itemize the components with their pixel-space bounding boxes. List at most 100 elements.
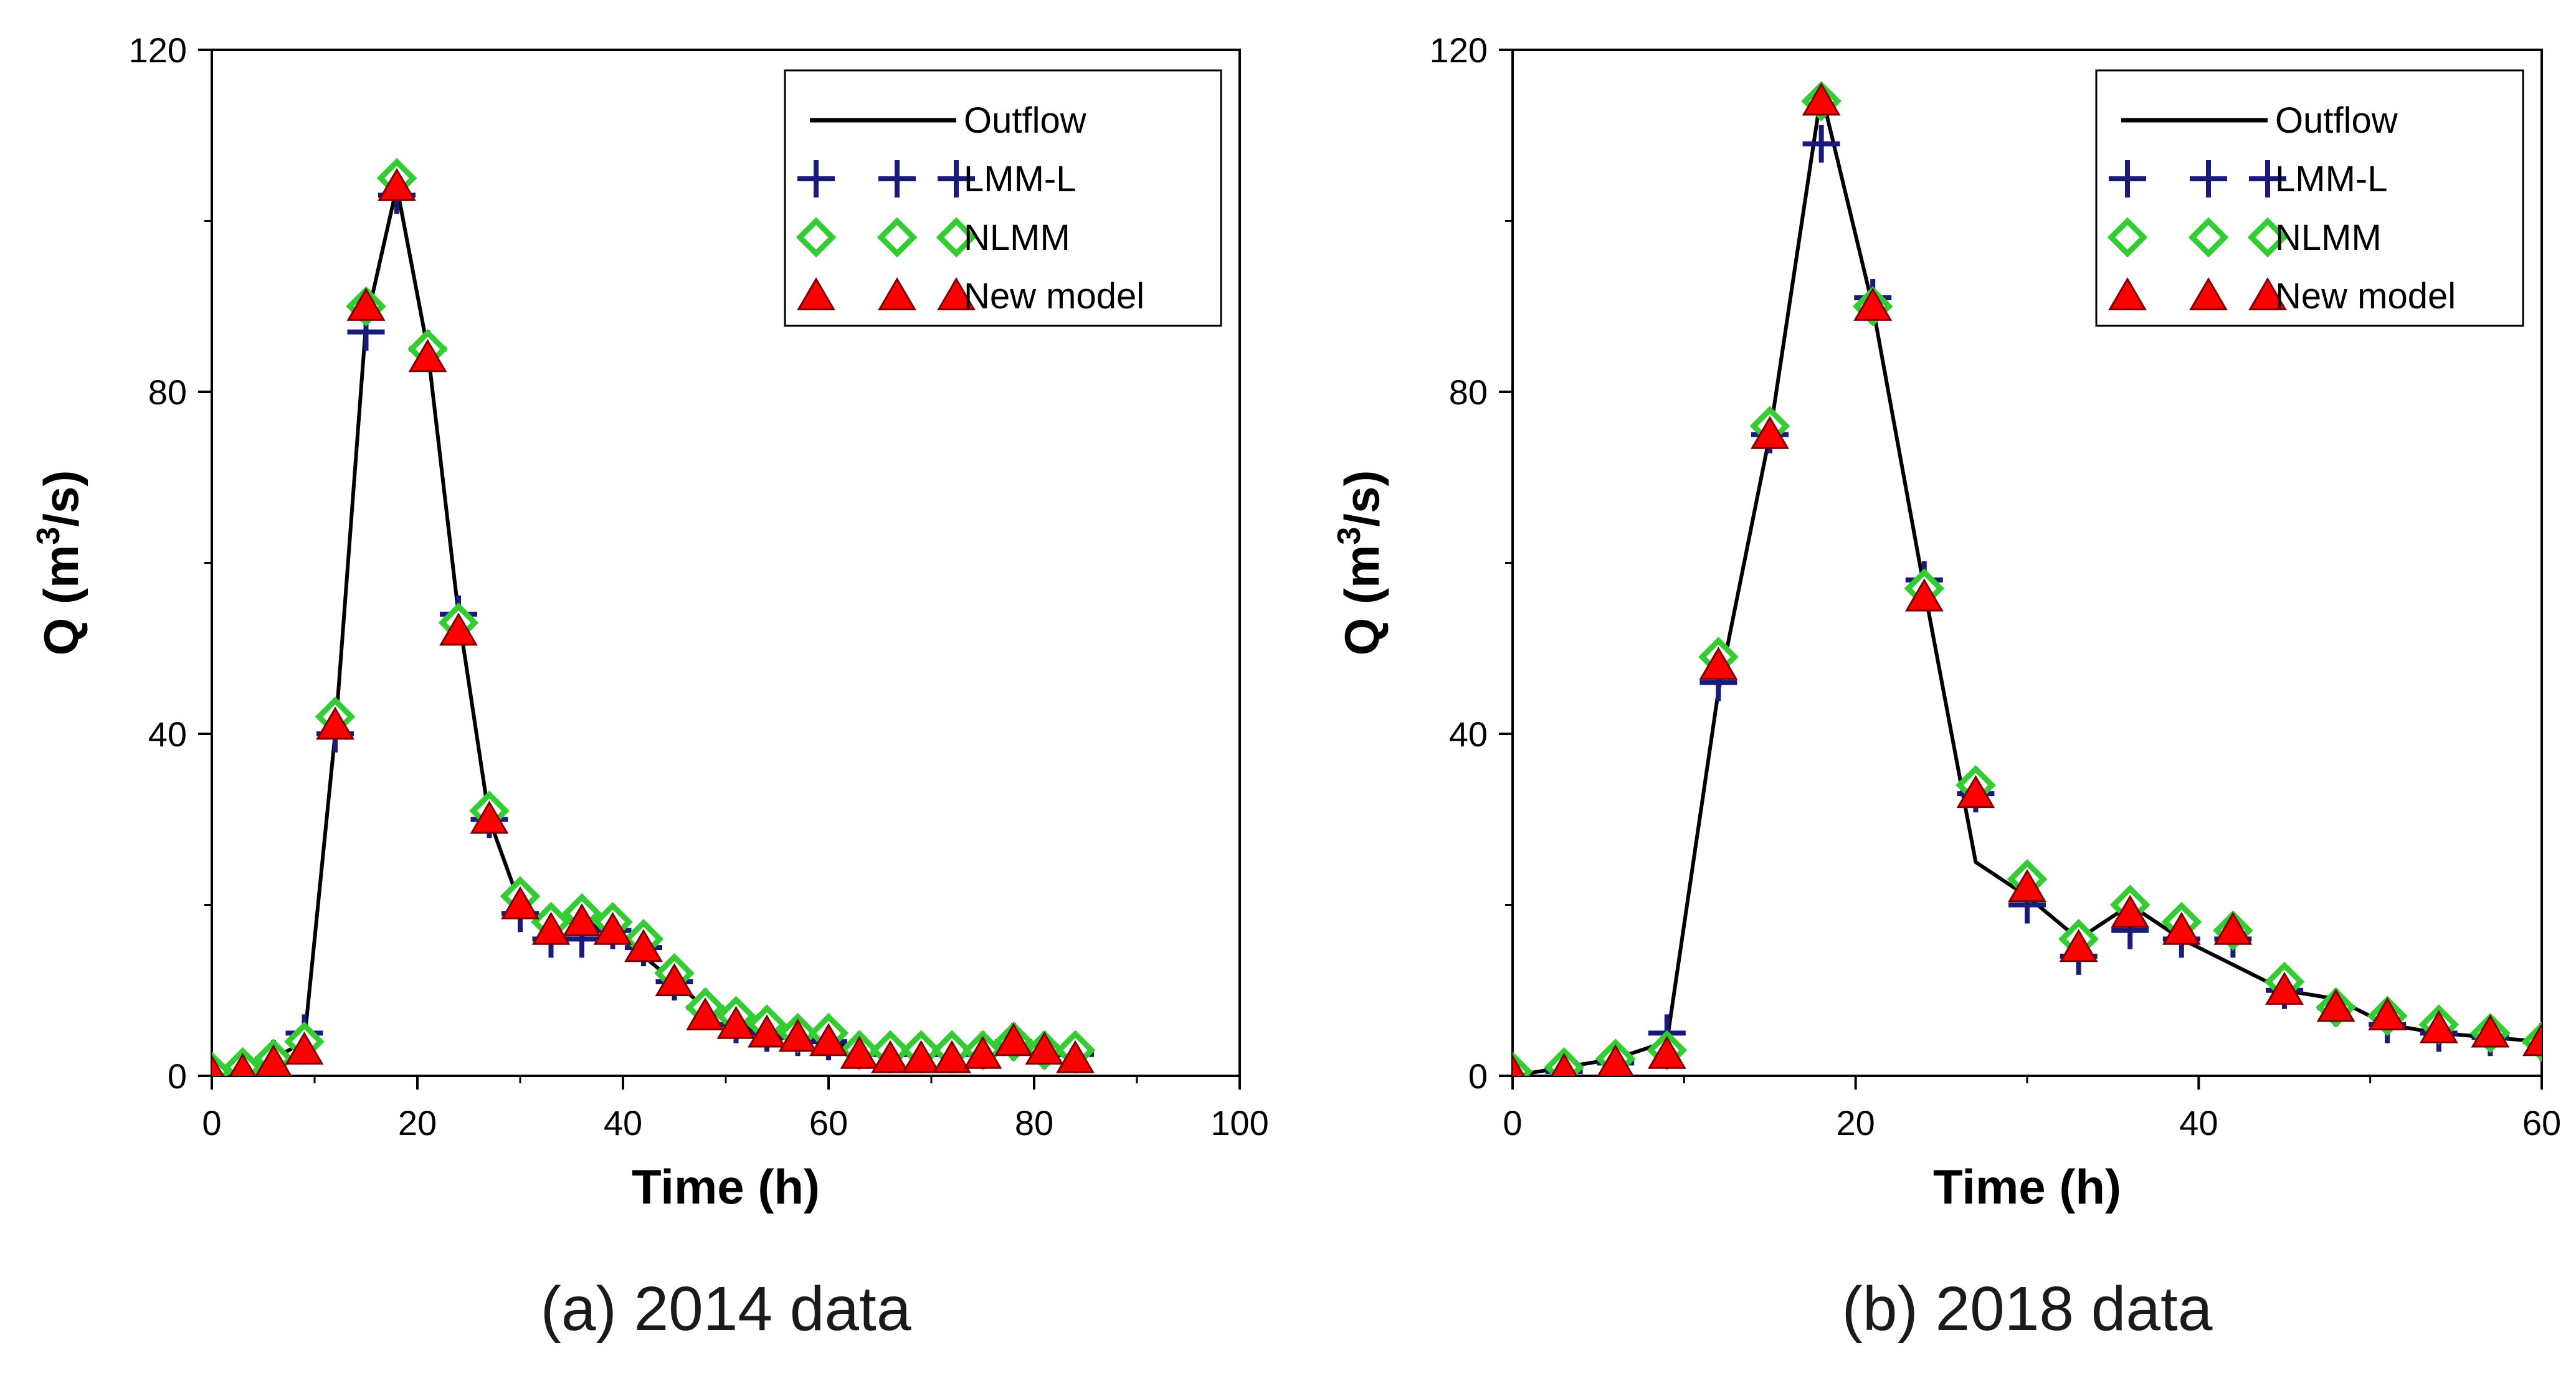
data-point-triangle: [1025, 1031, 1064, 1065]
data-point-triangle: [212, 1054, 224, 1076]
chart-panel-1: 0 20 40 60 80 100 0 40 80 120 Time (h) Q (m3/s) Outf…: [31, 31, 1269, 1344]
series-triangle: [212, 168, 1095, 1076]
data-point-triangle: [316, 706, 354, 740]
data-point-triangle: [686, 997, 725, 1031]
legend-marker: [796, 217, 837, 258]
data-point-triangle: [840, 1035, 879, 1069]
data-point-triangle: [470, 801, 509, 834]
legend-marker: [2108, 277, 2147, 311]
series-triangle: [1513, 82, 2542, 1076]
legend-marker: [797, 277, 835, 311]
legend: Outflow LMM-L NLMM New model: [784, 69, 1222, 327]
data-point-triangle: [593, 911, 632, 945]
data-point-triangle: [2162, 911, 2201, 945]
data-point-triangle: [2265, 971, 2304, 1005]
x-tick-label: 20: [398, 1103, 437, 1143]
data-point-triangle: [871, 1040, 910, 1073]
x-tick-label: 40: [2179, 1103, 2218, 1143]
data-point-triangle: [285, 1031, 324, 1065]
legend: Outflow LMM-L NLMM New model: [2095, 69, 2524, 327]
data-point-triangle: [1647, 1035, 1686, 1069]
legend-label: NLMM: [964, 217, 1070, 258]
legend-label: Outflow: [2275, 100, 2398, 141]
data-point-triangle: [501, 886, 539, 919]
x-tick-label: 80: [1015, 1103, 1053, 1143]
data-point-triangle: [748, 1014, 786, 1048]
legend-marker: [2248, 277, 2287, 311]
data-point-triangle: [378, 168, 416, 201]
data-point-triangle: [346, 287, 386, 321]
data-point-triangle: [1751, 416, 1789, 449]
legend-marker: [2109, 160, 2146, 197]
y-tick-label: 40: [1449, 715, 1488, 754]
legend-marker: [2107, 217, 2148, 258]
x-tick-label: 0: [1503, 1103, 1522, 1143]
data-point-triangle: [1956, 775, 1995, 809]
data-point-triangle: [2059, 929, 2098, 962]
data-point-triangle: [963, 1035, 1002, 1069]
data-point-triangle: [716, 1005, 756, 1039]
y-tick-label: 0: [1468, 1057, 1488, 1096]
data-point-triangle: [1597, 1044, 1634, 1076]
legend-label: New model: [2275, 276, 2456, 316]
data-point-triangle: [2111, 895, 2150, 928]
data-point-triangle: [1802, 82, 1841, 116]
data-point-triangle: [2316, 989, 2355, 1022]
data-point-plus: [1802, 125, 1840, 163]
y-tick-label: 0: [168, 1057, 187, 1096]
y-axis-title: Q (m3/s): [1331, 470, 1389, 656]
legend-marker: [2249, 160, 2286, 197]
legend-box: [784, 69, 1222, 327]
data-point-triangle: [439, 612, 478, 646]
y-axis-title: Q (m3/s): [31, 470, 88, 656]
x-axis-title: Time (h): [1933, 1159, 2121, 1214]
data-point-triangle: [563, 903, 601, 937]
data-point-triangle: [531, 911, 571, 945]
legend-marker: [936, 217, 977, 258]
legend-label: LMM-L: [2275, 159, 2387, 199]
x-tick-label: 60: [2522, 1103, 2561, 1143]
legend-box: [2095, 69, 2524, 327]
data-point-triangle: [933, 1040, 971, 1073]
data-point-triangle: [2419, 1010, 2458, 1043]
legend-marker: [2188, 217, 2229, 258]
data-point-triangle: [1699, 647, 1738, 680]
legend-marker: [878, 277, 916, 311]
x-tick-label: 20: [1837, 1103, 1875, 1143]
data-point-triangle: [1853, 287, 1893, 321]
data-point-triangle: [624, 929, 663, 962]
legend-marker: [797, 160, 835, 197]
data-point-triangle: [1056, 1040, 1095, 1073]
legend-marker: [938, 160, 975, 197]
data-point-triangle: [1551, 1053, 1578, 1076]
y-tick-label: 120: [1430, 31, 1488, 70]
data-point-triangle: [901, 1040, 941, 1073]
data-area: [1513, 80, 2542, 1076]
data-point-triangle: [2368, 997, 2407, 1031]
data-point-triangle: [2008, 869, 2046, 903]
legend-marker: [878, 160, 916, 197]
data-point-triangle: [255, 1044, 292, 1076]
data-area: [212, 158, 1096, 1076]
x-axis-title: Time (h): [632, 1159, 820, 1214]
legend-label: LMM-L: [964, 159, 1076, 199]
y-tick-label: 40: [148, 715, 187, 754]
x-tick-label: 0: [202, 1103, 221, 1143]
y-tick-label: 80: [1449, 373, 1488, 412]
data-point-triangle: [1904, 578, 1944, 612]
chart-panel-2: 0 20 40 60 0 40 80 120 Time (h) Q (m3/s) Outflow LM…: [1331, 31, 2561, 1344]
legend-label: NLMM: [2275, 217, 2382, 258]
y-tick-label: 120: [129, 31, 187, 70]
data-point-triangle: [2522, 1023, 2542, 1057]
data-point-triangle: [408, 339, 447, 373]
data-point-triangle: [2471, 1014, 2510, 1048]
data-point-triangle: [655, 963, 694, 997]
panel-caption: (a) 2014 data: [541, 1274, 911, 1344]
data-point-triangle: [2213, 911, 2253, 945]
data-point-triangle: [809, 1023, 848, 1057]
legend-marker: [877, 217, 918, 258]
x-tick-label: 100: [1210, 1103, 1268, 1143]
legend-label: Outflow: [964, 100, 1087, 141]
x-tick-label: 60: [809, 1103, 848, 1143]
